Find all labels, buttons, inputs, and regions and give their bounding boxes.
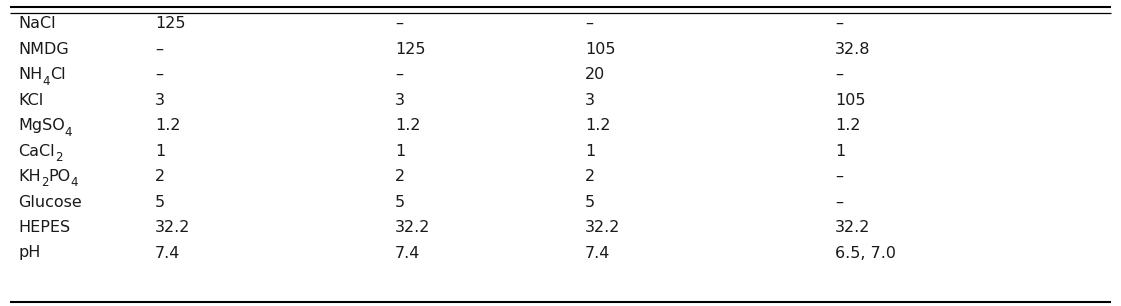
Text: –: –	[155, 67, 163, 82]
Text: –: –	[585, 16, 593, 31]
Text: 1: 1	[155, 144, 165, 159]
Text: 2: 2	[395, 169, 405, 184]
Text: 1.2: 1.2	[585, 118, 611, 133]
Text: 3: 3	[585, 92, 595, 107]
Text: 3: 3	[155, 92, 165, 107]
Text: NaCl: NaCl	[18, 16, 56, 31]
Text: –: –	[395, 16, 404, 31]
Text: HEPES: HEPES	[18, 220, 71, 235]
Text: 32.2: 32.2	[835, 220, 870, 235]
Text: 105: 105	[585, 42, 615, 57]
Text: 5: 5	[585, 195, 595, 210]
Text: 125: 125	[395, 42, 426, 57]
Text: 2: 2	[40, 177, 48, 189]
Text: –: –	[835, 67, 843, 82]
Text: pH: pH	[18, 245, 40, 260]
Text: 2: 2	[55, 151, 62, 164]
Text: 32.2: 32.2	[585, 220, 620, 235]
Text: 7.4: 7.4	[395, 245, 420, 260]
Text: 5: 5	[155, 195, 165, 210]
Text: 5: 5	[395, 195, 405, 210]
Text: KH: KH	[18, 169, 40, 184]
Text: 32.2: 32.2	[155, 220, 191, 235]
Text: 20: 20	[585, 67, 605, 82]
Text: Cl: Cl	[49, 67, 65, 82]
Text: 125: 125	[155, 16, 185, 31]
Text: –: –	[395, 67, 404, 82]
Text: 4: 4	[65, 125, 72, 139]
Text: CaCl: CaCl	[18, 144, 55, 159]
Text: –: –	[835, 16, 843, 31]
Text: –: –	[155, 42, 163, 57]
Text: 7.4: 7.4	[585, 245, 610, 260]
Text: 1: 1	[835, 144, 845, 159]
Text: NH: NH	[18, 67, 43, 82]
Text: 105: 105	[835, 92, 865, 107]
Text: 1.2: 1.2	[395, 118, 420, 133]
Text: MgSO: MgSO	[18, 118, 65, 133]
Text: 32.8: 32.8	[835, 42, 871, 57]
Text: 1: 1	[585, 144, 595, 159]
Text: 3: 3	[395, 92, 405, 107]
Text: 4: 4	[43, 74, 49, 88]
Text: 2: 2	[155, 169, 165, 184]
Text: 1: 1	[395, 144, 406, 159]
Text: NMDG: NMDG	[18, 42, 68, 57]
Text: –: –	[835, 195, 843, 210]
Text: 7.4: 7.4	[155, 245, 180, 260]
Text: 1.2: 1.2	[155, 118, 180, 133]
Text: Glucose: Glucose	[18, 195, 82, 210]
Text: 1.2: 1.2	[835, 118, 861, 133]
Text: 2: 2	[585, 169, 595, 184]
Text: 32.2: 32.2	[395, 220, 430, 235]
Text: PO: PO	[48, 169, 71, 184]
Text: –: –	[835, 169, 843, 184]
Text: KCl: KCl	[18, 92, 44, 107]
Text: 6.5, 7.0: 6.5, 7.0	[835, 245, 896, 260]
Text: 4: 4	[71, 177, 77, 189]
